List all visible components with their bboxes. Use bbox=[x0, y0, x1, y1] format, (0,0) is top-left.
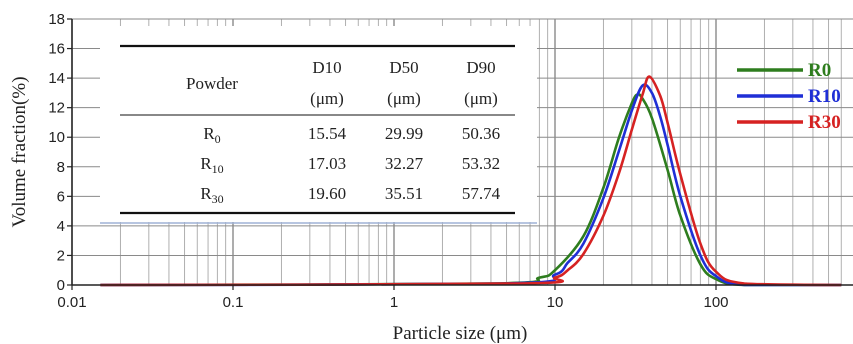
y-tick-label: 16 bbox=[48, 41, 65, 58]
table-header-cell: D10 bbox=[312, 58, 341, 77]
table-cell: 53.32 bbox=[462, 154, 500, 173]
table-cell: 17.03 bbox=[308, 154, 346, 173]
series-line-r0 bbox=[100, 92, 842, 287]
table-cell: 32.27 bbox=[385, 154, 424, 173]
table-row-label: R0 bbox=[203, 124, 220, 146]
table-background bbox=[100, 26, 537, 222]
legend-label-r30: R30 bbox=[808, 112, 841, 133]
table-header-unit: (μm) bbox=[464, 89, 498, 108]
legend: R0 R10 R30 bbox=[737, 60, 841, 133]
y-axis-title: Volume fraction(%) bbox=[9, 76, 30, 227]
table-cell: 19.60 bbox=[308, 184, 346, 203]
table-header-cell: D50 bbox=[389, 58, 418, 77]
table-cell: 57.74 bbox=[462, 184, 501, 203]
table-row-label: R10 bbox=[200, 154, 223, 176]
table-cell: 50.36 bbox=[462, 124, 500, 143]
x-tick-label: 100 bbox=[703, 294, 728, 311]
x-tick-label: 0.01 bbox=[57, 294, 86, 311]
x-axis-title: Particle size (μm) bbox=[393, 323, 528, 344]
y-tick-label: 2 bbox=[57, 247, 65, 264]
x-tick-label: 1 bbox=[390, 294, 398, 311]
table-header-unit: (μm) bbox=[387, 89, 421, 108]
y-tick-label: 0 bbox=[57, 277, 65, 294]
legend-label-r10: R10 bbox=[808, 86, 841, 107]
y-tick-label: 18 bbox=[48, 11, 65, 28]
y-tick-label: 10 bbox=[48, 129, 65, 146]
y-tick-label: 14 bbox=[48, 70, 65, 87]
data-table: Powder D10 (μm) D50 (μm) D90 (μm) R0 15.54 29.99 5… bbox=[120, 44, 515, 215]
x-tick-label: 10 bbox=[547, 294, 564, 311]
x-tick-label: 0.1 bbox=[223, 294, 244, 311]
table-cell: 15.54 bbox=[308, 124, 347, 143]
y-tick-label: 12 bbox=[48, 100, 65, 117]
y-tick-label: 6 bbox=[57, 188, 65, 205]
axes: 0 2 4 6 8 10 12 14 16 18 0.01 0.1 1 10 100 bbox=[48, 11, 853, 311]
table-row-label: R30 bbox=[200, 184, 223, 206]
series-line-r30 bbox=[100, 75, 842, 287]
table-header-powder: Powder bbox=[186, 74, 238, 93]
table-cell: 35.51 bbox=[385, 184, 423, 203]
table-cell: 29.99 bbox=[385, 124, 423, 143]
table-header-unit: (μm) bbox=[310, 89, 344, 108]
y-tick-label: 8 bbox=[57, 159, 65, 176]
legend-label-r0: R0 bbox=[808, 60, 831, 81]
table-header-cell: D90 bbox=[466, 58, 495, 77]
curves bbox=[100, 75, 842, 287]
y-tick-label: 4 bbox=[57, 218, 65, 235]
